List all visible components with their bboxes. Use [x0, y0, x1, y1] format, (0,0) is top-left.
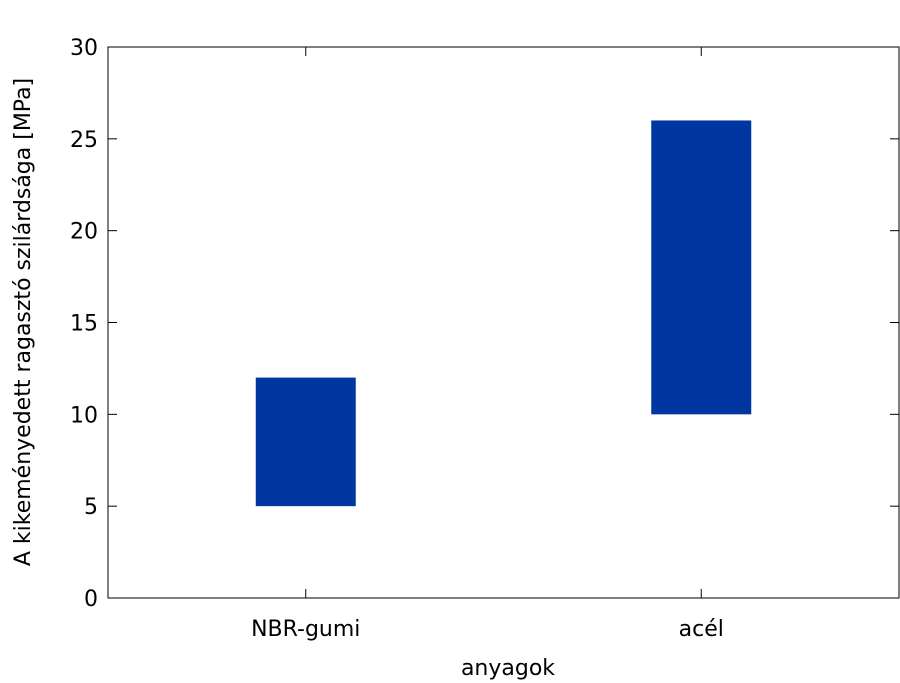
x-tick-label: NBR-gumi [251, 617, 360, 642]
bar-nbr-gumi [255, 377, 356, 507]
y-tick-label: 5 [84, 495, 98, 520]
y-tick-label: 25 [70, 128, 98, 153]
bars [255, 120, 752, 507]
y-axis-title: A kikeményedett ragasztó szilárdsága [MP… [11, 78, 36, 566]
y-tick-label: 0 [84, 587, 98, 612]
y-tick-label: 20 [70, 220, 98, 245]
plot-frame [107, 46, 900, 599]
x-axis-title: anyagok [461, 656, 555, 681]
y-tick-label: 30 [70, 36, 98, 61]
x-axis-ticks: NBR-gumi acél [251, 47, 724, 642]
y-tick-label: 15 [70, 312, 98, 337]
y-axis-ticks: 0 5 10 15 20 25 30 [70, 36, 899, 612]
bar-acél [651, 120, 752, 415]
y-tick-label: 10 [70, 403, 98, 428]
x-tick-label: acél [679, 617, 724, 642]
